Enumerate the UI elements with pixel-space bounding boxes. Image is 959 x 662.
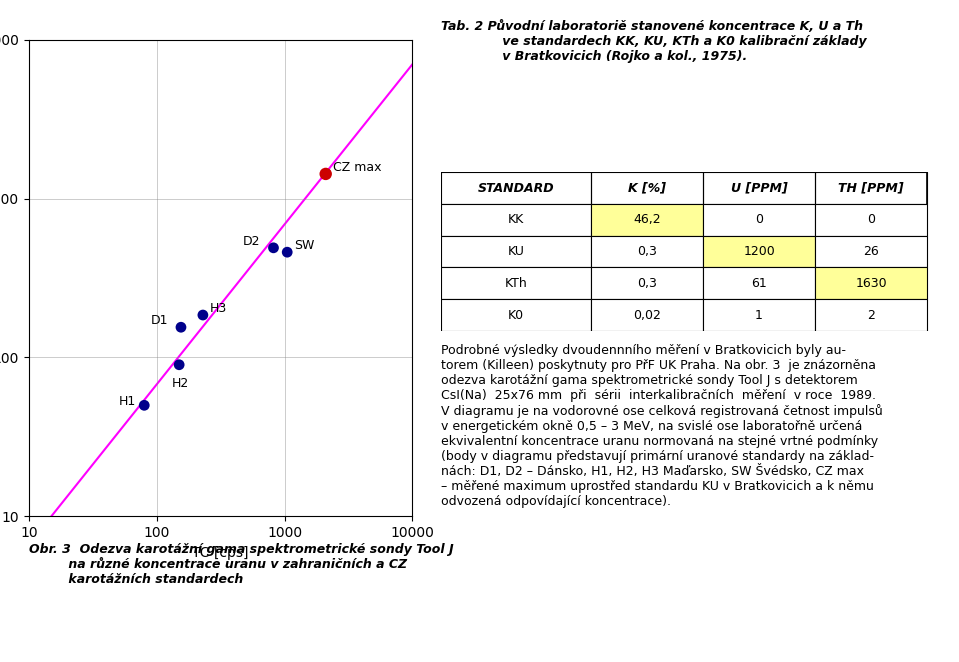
Text: 1200: 1200 — [743, 245, 775, 258]
Text: 2: 2 — [867, 308, 876, 322]
Bar — [591, 172, 703, 204]
Text: KK: KK — [508, 213, 524, 226]
X-axis label: TC [cps]: TC [cps] — [193, 545, 248, 559]
Bar — [441, 172, 591, 204]
Bar — [441, 299, 591, 331]
Text: KTh: KTh — [504, 277, 527, 290]
Text: KU: KU — [507, 245, 525, 258]
Text: H3: H3 — [210, 303, 227, 315]
Text: CZ max: CZ max — [333, 161, 381, 174]
Text: K [%]: K [%] — [628, 181, 666, 195]
Text: U [PPM]: U [PPM] — [731, 181, 787, 195]
Text: 0,02: 0,02 — [633, 308, 661, 322]
Text: 1: 1 — [755, 308, 763, 322]
Text: K0: K0 — [508, 308, 524, 322]
Bar — [703, 299, 815, 331]
Text: Obr. 3  Odezva karotážní gama spektrometrické sondy Tool J
         na různé kon: Obr. 3 Odezva karotážní gama spektrometr… — [29, 543, 454, 586]
Text: TH [PPM]: TH [PPM] — [838, 181, 904, 195]
Bar — [441, 236, 591, 267]
Bar — [591, 236, 703, 267]
Point — [172, 359, 187, 370]
Text: SW: SW — [294, 240, 315, 252]
Bar — [815, 267, 927, 299]
Text: 61: 61 — [751, 277, 767, 290]
Bar — [815, 204, 927, 236]
Point — [196, 310, 211, 320]
Text: STANDARD: STANDARD — [478, 181, 554, 195]
Text: 0: 0 — [755, 213, 763, 226]
Bar — [703, 204, 815, 236]
Text: 46,2: 46,2 — [633, 213, 661, 226]
Bar — [703, 267, 815, 299]
Point — [279, 247, 294, 258]
Point — [174, 322, 189, 332]
Point — [266, 242, 281, 253]
Text: H1: H1 — [119, 395, 136, 408]
Bar — [815, 236, 927, 267]
Text: 0: 0 — [867, 213, 876, 226]
Text: Tab. 2 Původní laboratoriě stanovené koncentrace K, U a Th
              ve stan: Tab. 2 Původní laboratoriě stanovené kon… — [441, 20, 867, 63]
Bar — [703, 236, 815, 267]
Bar — [591, 267, 703, 299]
Bar — [591, 204, 703, 236]
Text: 0,3: 0,3 — [637, 245, 657, 258]
Text: D2: D2 — [243, 235, 261, 248]
Bar — [815, 172, 927, 204]
Text: D1: D1 — [151, 314, 168, 328]
Bar — [441, 267, 591, 299]
Text: 26: 26 — [863, 245, 879, 258]
Bar — [591, 299, 703, 331]
Text: Podrobné výsledky dvoudennního měření v Bratkovicich byly au-
torem (Killeen) po: Podrobné výsledky dvoudennního měření v … — [441, 344, 883, 508]
Text: 1630: 1630 — [855, 277, 887, 290]
Point — [318, 169, 334, 179]
Point — [136, 400, 152, 410]
Text: H2: H2 — [173, 377, 190, 390]
Bar — [703, 172, 815, 204]
Bar — [441, 204, 591, 236]
Text: 0,3: 0,3 — [637, 277, 657, 290]
Bar — [815, 299, 927, 331]
